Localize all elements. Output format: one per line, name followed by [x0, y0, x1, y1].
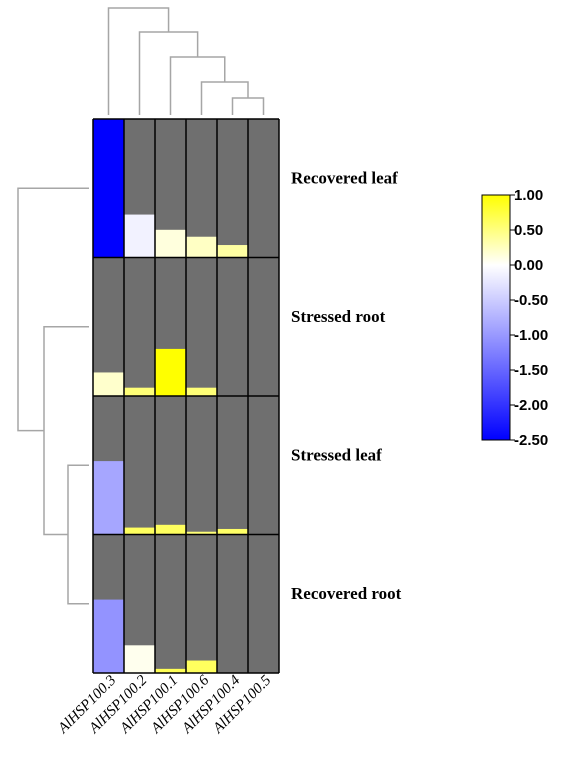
color-scale-tick-label: -1.00: [514, 327, 548, 344]
heatmap-cell: [155, 229, 186, 258]
heatmap-cell: [124, 387, 155, 396]
heatmap-cell: [93, 372, 124, 396]
dendrogram-branch: [17, 187, 89, 432]
heatmap-cell: [186, 236, 217, 258]
dendrogram-branch: [107, 7, 170, 115]
heatmap-cell: [124, 527, 155, 535]
color-scale-tick-label: 0.50: [514, 222, 543, 239]
row-label: Stressed root: [291, 307, 386, 326]
color-scale-tick-label: -1.50: [514, 362, 548, 379]
row-label: Stressed leaf: [291, 445, 382, 464]
dendrogram-branch: [43, 326, 89, 536]
column-labels: AlHSP100.3AlHSP100.2AlHSP100.1AlHSP100.6…: [55, 672, 275, 737]
dendrogram-branch: [138, 31, 199, 115]
heatmap-cell: [186, 660, 217, 673]
row-dendrogram: [17, 187, 89, 605]
dendrogram-branch: [67, 464, 89, 605]
row-label: Recovered leaf: [291, 168, 398, 187]
heatmap-cell: [155, 524, 186, 535]
color-scale-legend: 1.00 0.50 0.00 -0.50 -1.00 -1.50 -2.00 -2.50: [481, 187, 548, 449]
heatmap-cell: [155, 348, 186, 396]
heatmap-cell: [93, 599, 124, 673]
heatmap-cell: [93, 461, 124, 535]
color-scale-tick-label: -2.50: [514, 432, 548, 449]
heatmap-cell: [124, 645, 155, 673]
color-scale-tick-label: -0.50: [514, 292, 548, 309]
heatmap-cell: [124, 214, 155, 258]
heatmap-grid: [92, 118, 280, 674]
row-labels: Recovered leaf Stressed root Stressed leaf…: [291, 168, 402, 603]
heatmap-cell: [217, 245, 248, 258]
heatmap-cell: [93, 119, 124, 258]
color-scale-tick-label: 1.00: [514, 187, 543, 204]
color-scale-bar: [481, 194, 511, 441]
row-label: Recovered root: [291, 584, 402, 603]
dendrogram-branch: [169, 56, 226, 115]
heatmap-cell: [217, 528, 248, 535]
dendrogram-branch: [231, 97, 265, 115]
heatmap-cell: [155, 668, 186, 673]
heatmap-cell: [186, 531, 217, 535]
color-scale-tick-label: -2.00: [514, 397, 548, 414]
column-dendrogram: [107, 7, 265, 115]
color-scale-tick-label: 0.00: [514, 257, 543, 274]
heatmap-cell: [186, 387, 217, 396]
